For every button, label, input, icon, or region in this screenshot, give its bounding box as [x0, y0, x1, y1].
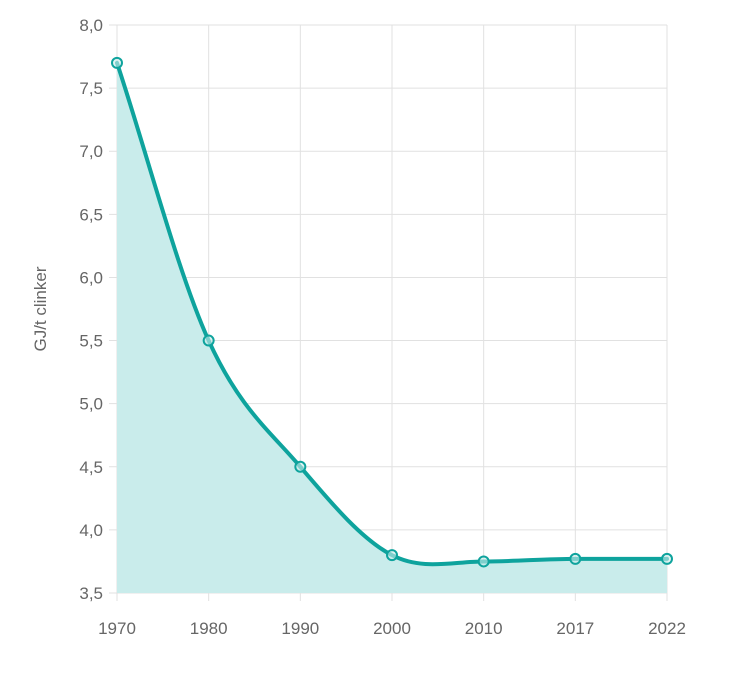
x-axis-ticks: 1970 1980 1990 2000 2010 2017 2022 — [98, 619, 686, 638]
data-point — [569, 552, 582, 565]
y-tick-label: 5,0 — [79, 395, 103, 414]
data-point — [294, 460, 307, 473]
y-tick-label: 6,5 — [79, 205, 103, 224]
y-tick-label: 3,5 — [79, 584, 103, 603]
data-point — [477, 555, 490, 568]
data-point — [202, 334, 215, 347]
y-tick-label: 7,0 — [79, 142, 103, 161]
y-axis-label: GJ/t clinker — [31, 266, 50, 351]
x-tick-label: 1970 — [98, 619, 136, 638]
x-tick-label: 2010 — [465, 619, 503, 638]
data-point — [661, 552, 673, 565]
y-tick-label: 4,0 — [79, 521, 103, 540]
y-tick-label: 8,0 — [79, 16, 103, 35]
data-point — [386, 549, 398, 562]
y-tick-label: 7,5 — [79, 79, 103, 98]
x-tick-label: 2017 — [556, 619, 594, 638]
y-tick-label: 4,5 — [79, 458, 103, 477]
data-point — [111, 56, 123, 69]
x-tick-label: 1980 — [190, 619, 228, 638]
y-tick-label: 5,5 — [79, 332, 103, 351]
x-tick-label: 2022 — [648, 619, 686, 638]
x-tick-label: 1990 — [281, 619, 319, 638]
x-tick-label: 2000 — [373, 619, 411, 638]
y-tick-label: 6,0 — [79, 268, 103, 287]
area-fill — [117, 62, 667, 594]
series-line — [115, 60, 669, 567]
y-axis-ticks: 3,5 4,0 4,5 5,0 5,5 6,0 6,5 7,0 7,5 8,0 — [79, 16, 103, 603]
data-points — [111, 56, 673, 568]
